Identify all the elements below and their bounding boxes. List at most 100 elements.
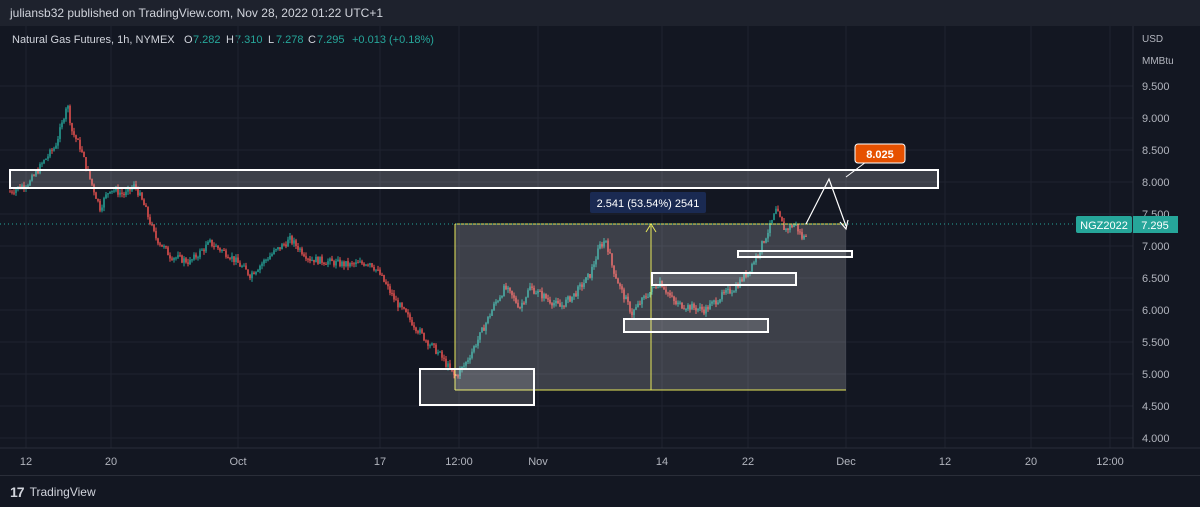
candle-body <box>131 187 133 191</box>
candle-body <box>45 158 47 160</box>
candle-body <box>537 290 539 294</box>
candle-body <box>501 296 503 298</box>
candle-body <box>347 261 349 267</box>
candle-body <box>333 261 335 266</box>
candle-body <box>405 308 407 313</box>
candle-body <box>237 257 239 263</box>
candle-body <box>683 308 685 310</box>
candle-body <box>173 258 175 260</box>
candle-body <box>443 357 445 359</box>
candle-body <box>153 224 155 231</box>
candle-body <box>107 193 109 195</box>
candle-body <box>277 247 279 250</box>
candle-body <box>171 258 173 260</box>
candle-body <box>581 284 583 287</box>
candle-body <box>255 271 257 275</box>
candle-body <box>233 256 235 262</box>
candle-body <box>315 256 317 263</box>
candle-body <box>73 131 75 136</box>
time-axis[interactable]: 12 20 Oct 17 12:00 Nov 14 22 Dec 12 20 12:00 <box>0 447 1200 468</box>
candle-body <box>243 265 245 267</box>
candle-body <box>637 303 639 308</box>
candle-body <box>741 279 743 281</box>
candle-body <box>603 241 605 247</box>
candle-body <box>727 288 729 291</box>
price-chart[interactable]: Natural Gas Futures, 1h, NYMEX O 7.282 H… <box>0 26 1200 475</box>
candle-body <box>761 241 763 253</box>
time-tick-label: Dec <box>836 456 856 468</box>
price-axis-unit-2: MMBtu <box>1142 56 1174 67</box>
candle-body <box>361 261 363 264</box>
candle-body <box>349 263 351 267</box>
candle-body <box>527 290 529 298</box>
candle-body <box>265 259 267 261</box>
candle-body <box>695 307 697 311</box>
candle-body <box>231 256 233 259</box>
candle-body <box>419 329 421 333</box>
candle-body <box>723 292 725 294</box>
chart-drawings[interactable] <box>0 161 1075 406</box>
candle-body <box>721 292 723 300</box>
target-pointer <box>845 161 867 178</box>
candle-body <box>77 139 79 141</box>
candle-body <box>645 296 647 298</box>
candle-body <box>127 188 129 192</box>
candle-body <box>519 307 521 309</box>
change-value: +0.013 (+0.18%) <box>352 34 434 46</box>
candle-body <box>639 303 641 305</box>
candle-body <box>269 255 271 260</box>
candle-body <box>37 170 39 174</box>
candle-body <box>339 259 341 267</box>
candle-body <box>533 287 535 294</box>
candle-body <box>323 262 325 264</box>
chart-grid <box>0 26 1133 448</box>
candle-body <box>789 225 791 230</box>
candle-body <box>801 232 803 239</box>
candle-body <box>393 293 395 300</box>
candle-body <box>295 240 297 247</box>
candle-body <box>453 370 455 376</box>
time-tick-label: Oct <box>229 456 246 468</box>
footer-bar: 17 TradingView <box>0 475 1200 507</box>
candle-body <box>11 191 13 193</box>
candle-body <box>523 302 525 304</box>
candle-body <box>193 254 195 260</box>
candle-body <box>9 191 11 193</box>
candle-body <box>183 258 185 263</box>
candle-body <box>407 312 409 315</box>
candle-body <box>531 286 533 288</box>
candle-body <box>559 303 561 307</box>
candle-body <box>123 193 125 196</box>
candle-body <box>199 250 201 258</box>
candle-body <box>785 228 787 230</box>
candle-body <box>43 159 45 164</box>
candle-body <box>457 375 459 377</box>
candle-body <box>297 246 299 250</box>
candle-body <box>725 290 727 293</box>
candle-body <box>629 301 631 312</box>
candle-body <box>351 263 353 265</box>
candle-body <box>541 291 543 299</box>
candle-body <box>463 365 465 367</box>
measure-arrow-head <box>645 223 657 233</box>
candle-body <box>585 277 587 284</box>
price-tick-label: 8.500 <box>1142 145 1170 157</box>
candle-body <box>571 296 573 302</box>
candle-body <box>439 351 441 353</box>
price-axis[interactable]: USD MMBtu 9.5009.0008.5008.0007.5007.000… <box>1132 26 1174 448</box>
candle-body <box>287 239 289 247</box>
candle-body <box>31 175 33 181</box>
candle-body <box>59 127 61 139</box>
brand-text[interactable]: TradingView <box>29 484 96 499</box>
candle-body <box>139 192 141 196</box>
candle-body <box>513 295 515 298</box>
candle-body <box>15 189 17 193</box>
time-tick-label: 12:00 <box>1096 456 1124 468</box>
candle-body <box>687 305 689 309</box>
candle-body <box>435 344 437 354</box>
target-badge[interactable]: 8.025 <box>854 143 906 164</box>
tradingview-logo-icon[interactable]: 17 <box>10 483 25 500</box>
candle-body <box>69 105 71 124</box>
candle-body <box>403 307 405 309</box>
candle-body <box>283 244 285 246</box>
